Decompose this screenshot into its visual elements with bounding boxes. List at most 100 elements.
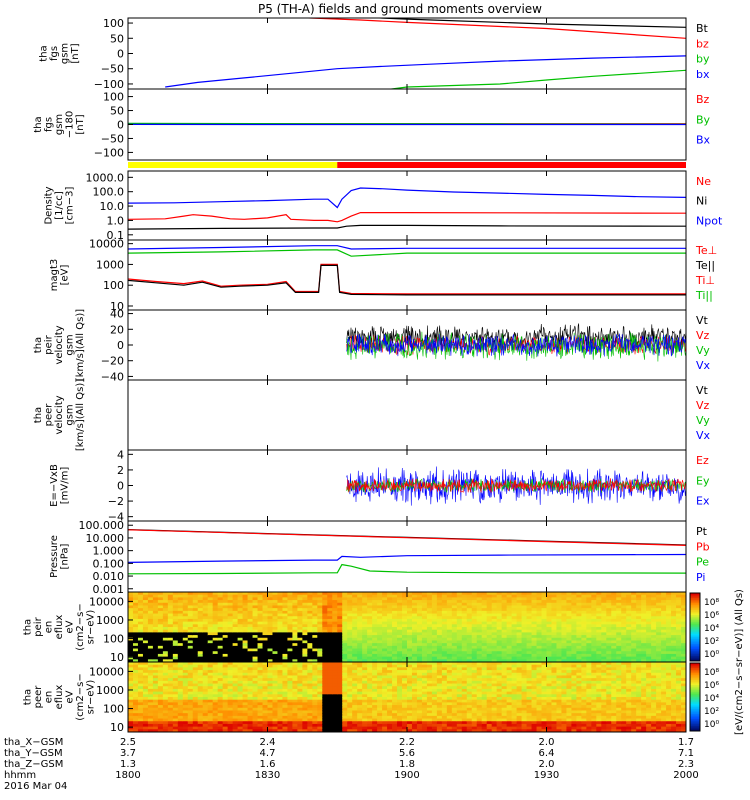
spectrogram-cell [407, 672, 413, 677]
spectrogram-cell [521, 718, 528, 722]
spectrogram-cell [421, 726, 428, 730]
spectrogram-cell [262, 594, 269, 598]
spectrogram-cell [486, 613, 493, 617]
spectrogram-cell [541, 594, 548, 598]
spectrogram-cell [352, 592, 358, 596]
spectrogram-cell [312, 662, 318, 666]
spectrogram-cell [561, 621, 568, 625]
spectrogram-cell [312, 651, 318, 655]
spectrogram-cell [317, 624, 323, 628]
spectrogram-cell [307, 632, 313, 636]
spectrogram-cell [172, 672, 179, 677]
spectrogram-cell [521, 699, 528, 703]
spectrogram-cell [327, 656, 333, 660]
spectrogram-cell [456, 624, 463, 628]
spectrogram-cell [496, 688, 503, 693]
spectrogram-cell [661, 594, 667, 598]
spectrogram-cell [327, 594, 333, 598]
spectrogram-cell [242, 688, 249, 693]
spectrogram-cell [616, 616, 622, 620]
spectrogram-cell [576, 653, 582, 658]
spectrogram-cell [601, 605, 607, 609]
spectrogram-cell [312, 686, 318, 690]
spectrogram-cell [267, 729, 274, 732]
spectrogram-cell [656, 656, 662, 660]
spectrogram-cell [182, 686, 189, 690]
spectrogram-cell [456, 600, 463, 604]
spectrogram-cell [337, 683, 343, 687]
spectrogram-cell [167, 610, 174, 615]
spectrogram-cell [486, 707, 493, 712]
spectrogram-cell [192, 651, 199, 655]
spectrogram-cell [651, 627, 657, 631]
spectrogram-cell [207, 723, 214, 728]
spectrogram-cell [392, 637, 398, 642]
spectrogram-cell [397, 683, 403, 687]
spectrogram-cell [387, 718, 393, 722]
spectrogram-cell [207, 594, 214, 598]
spectrogram-cell [681, 637, 686, 642]
spectrogram-cell [177, 605, 184, 609]
spectrogram-cell [441, 627, 448, 631]
spectrogram-cell [397, 635, 403, 639]
spectrogram-cell [531, 605, 538, 609]
spectrogram-cell [426, 608, 433, 612]
spectrogram-cell [446, 670, 453, 674]
spectrogram-cell [531, 597, 538, 601]
spectrogram-cell [402, 680, 408, 685]
spectrogram-cell [267, 678, 274, 682]
spectrogram-cell [302, 694, 308, 698]
spectrogram-cell [252, 600, 259, 604]
spectrogram-cell [217, 699, 224, 703]
spectrogram-cell [446, 707, 453, 712]
spectrogram-cell [501, 662, 508, 666]
spectrogram-cell [192, 592, 199, 596]
spectrogram-cell [496, 729, 503, 732]
spectrogram-cell [561, 602, 568, 607]
spectrogram-cell [402, 605, 408, 609]
spectrogram-cell [486, 723, 493, 728]
spectrogram-cell [197, 594, 204, 598]
spectrogram-cell [247, 643, 254, 647]
spectrogram-cell [486, 594, 493, 598]
spectrogram-cell [397, 702, 403, 706]
spectrogram-cell [436, 718, 443, 722]
spectrogram-cell [322, 670, 328, 674]
spectrogram-cell [332, 710, 338, 714]
spectrogram-cell [576, 635, 582, 639]
spectrogram-cell [441, 637, 448, 642]
spectrogram-cell [586, 643, 592, 647]
spectrogram-cell [137, 659, 144, 662]
spectrogram-cell [317, 670, 323, 674]
spectrogram-cell [252, 713, 259, 717]
spectrogram-cell [342, 656, 348, 660]
spectrogram-cell [377, 713, 383, 717]
spectrogram-cell [342, 627, 348, 631]
spectrogram-cell [516, 688, 523, 693]
spectrogram-cell [486, 710, 493, 714]
spectrogram-cell [272, 721, 279, 725]
spectrogram-cell [277, 605, 284, 609]
spectrogram-cell [516, 659, 523, 662]
spectrogram-cell [496, 715, 503, 720]
spectrogram-cell [541, 602, 548, 607]
spectrogram-cell [347, 608, 353, 612]
spectrogram-cell [162, 616, 169, 620]
spectrogram-cell [606, 605, 612, 609]
spectrogram-cell [581, 632, 587, 636]
spectrogram-cell [197, 592, 204, 596]
spectrogram-cell [616, 645, 622, 650]
spectrogram-cell [511, 651, 518, 655]
spectrogram-cell [277, 632, 284, 636]
spectrogram-cell [466, 691, 473, 695]
spectrogram-cell [456, 618, 463, 623]
spectrogram-cell [426, 683, 433, 687]
spectrogram-cell [352, 610, 358, 615]
spectrogram-cell [377, 723, 383, 728]
spectrogram-cell [222, 632, 229, 636]
spectrogram-cell [561, 608, 568, 612]
spectrogram-cell [332, 694, 338, 698]
spectrogram-cell [207, 618, 214, 623]
spectrogram-cell [267, 621, 274, 625]
spectrogram-cell [197, 627, 204, 631]
